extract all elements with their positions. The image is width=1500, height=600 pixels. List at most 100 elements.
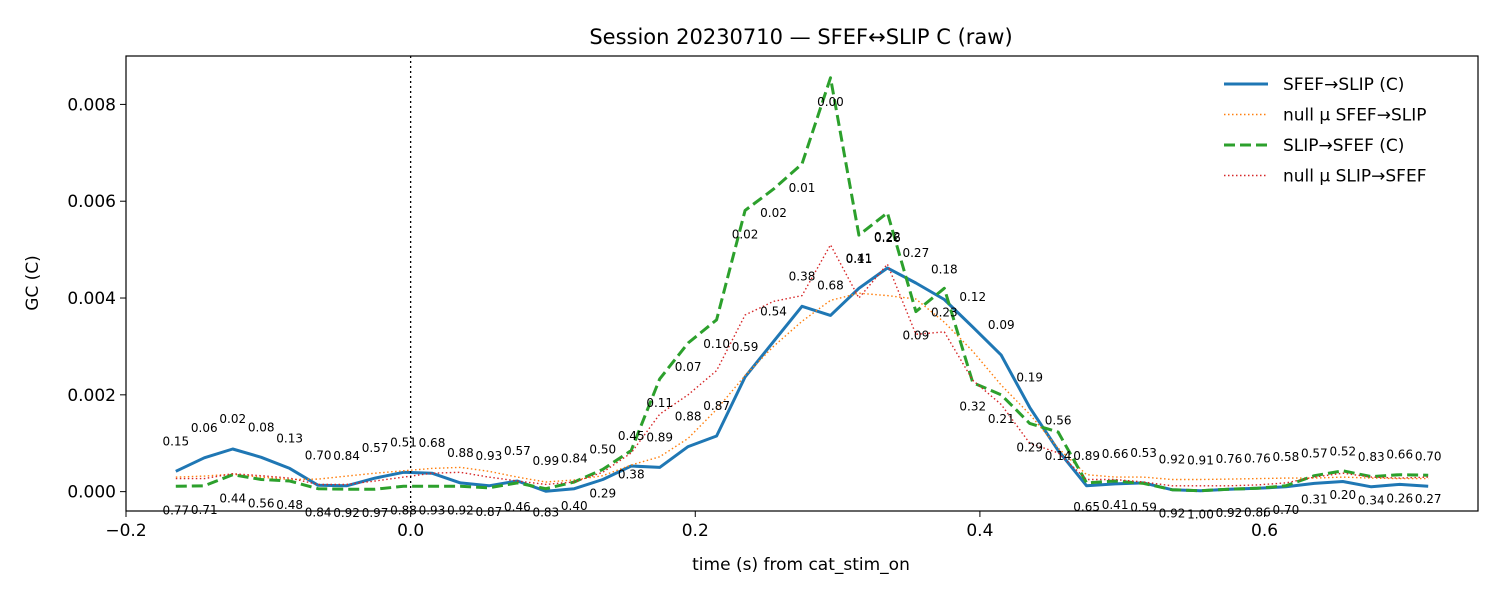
- point-p-value-label: 0.88: [390, 503, 417, 517]
- point-p-value-label: 0.02: [732, 227, 759, 241]
- point-p-value-label: 0.84: [333, 449, 360, 463]
- point-p-value-label: 0.45: [618, 429, 645, 443]
- point-p-value-label: 0.26: [874, 231, 901, 245]
- point-p-value-label: 0.20: [1329, 488, 1356, 502]
- point-p-value-label: 0.84: [305, 506, 332, 520]
- point-p-value-label: 0.77: [162, 503, 189, 517]
- point-p-value-label: 0.32: [959, 400, 986, 414]
- point-p-value-label: 0.92: [1159, 507, 1186, 521]
- point-p-value-label: 0.10: [703, 337, 730, 351]
- point-p-value-label: 0.09: [988, 318, 1015, 332]
- point-p-value-label: 0.92: [333, 506, 360, 520]
- y-tick-label: 0.008: [67, 95, 116, 115]
- point-p-value-label: 0.87: [476, 505, 503, 519]
- point-p-value-label: 0.52: [1329, 444, 1356, 458]
- series-line-3: [175, 76, 1429, 493]
- point-p-value-label: 0.54: [760, 305, 787, 319]
- x-tick-label: 0.2: [682, 521, 709, 541]
- point-p-value-label: 0.83: [532, 506, 559, 520]
- point-p-value-label: 0.89: [1073, 449, 1100, 463]
- point-p-value-label: 0.29: [1016, 440, 1043, 454]
- point-p-value-label: 0.66: [1102, 447, 1129, 461]
- legend-label: null μ SFEF→SLIP: [1283, 106, 1426, 126]
- point-p-value-label: 0.57: [504, 444, 531, 458]
- point-p-value-label: 0.12: [959, 290, 986, 304]
- point-p-value-label: 0.92: [1216, 506, 1243, 520]
- point-p-value-label: 0.51: [390, 435, 417, 449]
- point-p-value-label: 0.92: [447, 503, 474, 517]
- point-p-value-label: 0.65: [1073, 500, 1100, 514]
- point-p-value-label: 0.93: [419, 503, 446, 517]
- point-p-value-label: 0.38: [618, 467, 645, 481]
- point-p-value-label: 0.27: [902, 246, 929, 260]
- point-p-value-label: 0.11: [646, 396, 673, 410]
- point-p-value-label: 0.99: [532, 454, 559, 468]
- x-axis-label: time (s) from cat_stim_on: [692, 555, 910, 575]
- point-p-value-label: 0.09: [902, 329, 929, 343]
- chart-title: Session 20230710 — SFEF↔SLIP C (raw): [589, 25, 1012, 49]
- point-p-value-label: 0.02: [760, 206, 787, 220]
- point-p-value-label: 0.46: [504, 500, 531, 514]
- point-p-value-label: 0.11: [846, 252, 873, 266]
- point-p-value-label: 0.29: [589, 486, 616, 500]
- point-p-value-label: 0.92: [1159, 453, 1186, 467]
- point-p-value-label: 0.76: [1216, 452, 1243, 466]
- point-p-value-label: 0.14: [1045, 449, 1072, 463]
- point-p-value-label: 0.91: [1187, 454, 1214, 468]
- point-p-value-label: 0.57: [1301, 446, 1328, 460]
- point-p-value-label: 0.56: [1045, 413, 1072, 427]
- point-p-value-label: 0.50: [589, 443, 616, 457]
- point-p-value-label: 0.26: [1386, 492, 1413, 506]
- point-labels-layer: 0.150.060.020.080.130.70 0.840.57 0.51 0.68…: [162, 95, 1441, 522]
- axes-layer: −0.2 0.0 0.2 0.4 0.6 0.000 0.002 0.004 0.006 0.00…: [67, 56, 1278, 541]
- point-p-value-label: 0.97: [362, 506, 389, 520]
- point-p-value-label: 0.70: [305, 448, 332, 462]
- point-p-value-label: 0.58: [1273, 450, 1300, 464]
- point-p-value-label: 0.86: [1244, 505, 1271, 519]
- point-p-value-label: 0.08: [248, 420, 275, 434]
- x-tick-label: 0.6: [1251, 521, 1278, 541]
- point-p-value-label: 0.23: [931, 305, 958, 319]
- y-tick-label: 0.004: [67, 289, 116, 309]
- point-p-value-label: 0.41: [1102, 498, 1129, 512]
- plot-area: [125, 55, 1479, 512]
- legend-label: null μ SLIP→SFEF: [1283, 167, 1426, 187]
- series-line-4: [175, 244, 1429, 487]
- point-p-value-label: 0.18: [931, 262, 958, 276]
- point-p-value-label: 0.59: [732, 340, 759, 354]
- lines-layer: [175, 76, 1429, 493]
- point-p-value-label: 0.06: [191, 421, 218, 435]
- x-tick-label: 0.4: [966, 521, 993, 541]
- point-p-value-label: 0.71: [191, 503, 218, 517]
- point-p-value-label: 0.21: [988, 412, 1015, 426]
- legend-label: SLIP→SFEF (C): [1283, 136, 1404, 156]
- point-p-value-label: 0.34: [1358, 494, 1385, 508]
- point-p-value-label: 0.70: [1273, 503, 1300, 517]
- series-line-2: [175, 292, 1429, 483]
- point-p-value-label: 0.88: [447, 446, 474, 460]
- point-p-value-label: 0.68: [817, 278, 844, 292]
- point-p-value-label: 0.22: [874, 230, 901, 244]
- point-p-value-label: 0.83: [1358, 450, 1385, 464]
- point-p-value-label: 0.31: [1301, 493, 1328, 507]
- y-tick-label: 0.002: [67, 386, 116, 406]
- point-p-value-label: 0.84: [561, 452, 588, 466]
- x-tick-label: 0.0: [397, 521, 424, 541]
- point-p-value-label: 0.13: [276, 431, 303, 445]
- point-p-value-label: 0.68: [419, 436, 446, 450]
- point-p-value-label: 0.41: [846, 251, 873, 265]
- legend: SFEF→SLIP (C) null μ SFEF→SLIP SLIP→SFEF (…: [1224, 75, 1426, 187]
- point-p-value-label: 0.66: [1386, 447, 1413, 461]
- y-axis-label: GC (C): [23, 255, 43, 311]
- point-p-value-label: 0.70: [1415, 449, 1442, 463]
- point-p-value-label: 0.53: [1130, 446, 1157, 460]
- point-p-value-label: 0.40: [561, 499, 588, 513]
- point-p-value-label: 0.89: [646, 430, 673, 444]
- point-p-value-label: 0.07: [675, 360, 702, 374]
- point-p-value-label: 1.00: [1187, 508, 1214, 522]
- point-p-value-label: 0.88: [675, 410, 702, 424]
- y-tick-label: 0.000: [67, 483, 116, 503]
- point-p-value-label: 0.00: [817, 95, 844, 109]
- point-p-value-label: 0.19: [1016, 370, 1043, 384]
- legend-label: SFEF→SLIP (C): [1283, 75, 1404, 95]
